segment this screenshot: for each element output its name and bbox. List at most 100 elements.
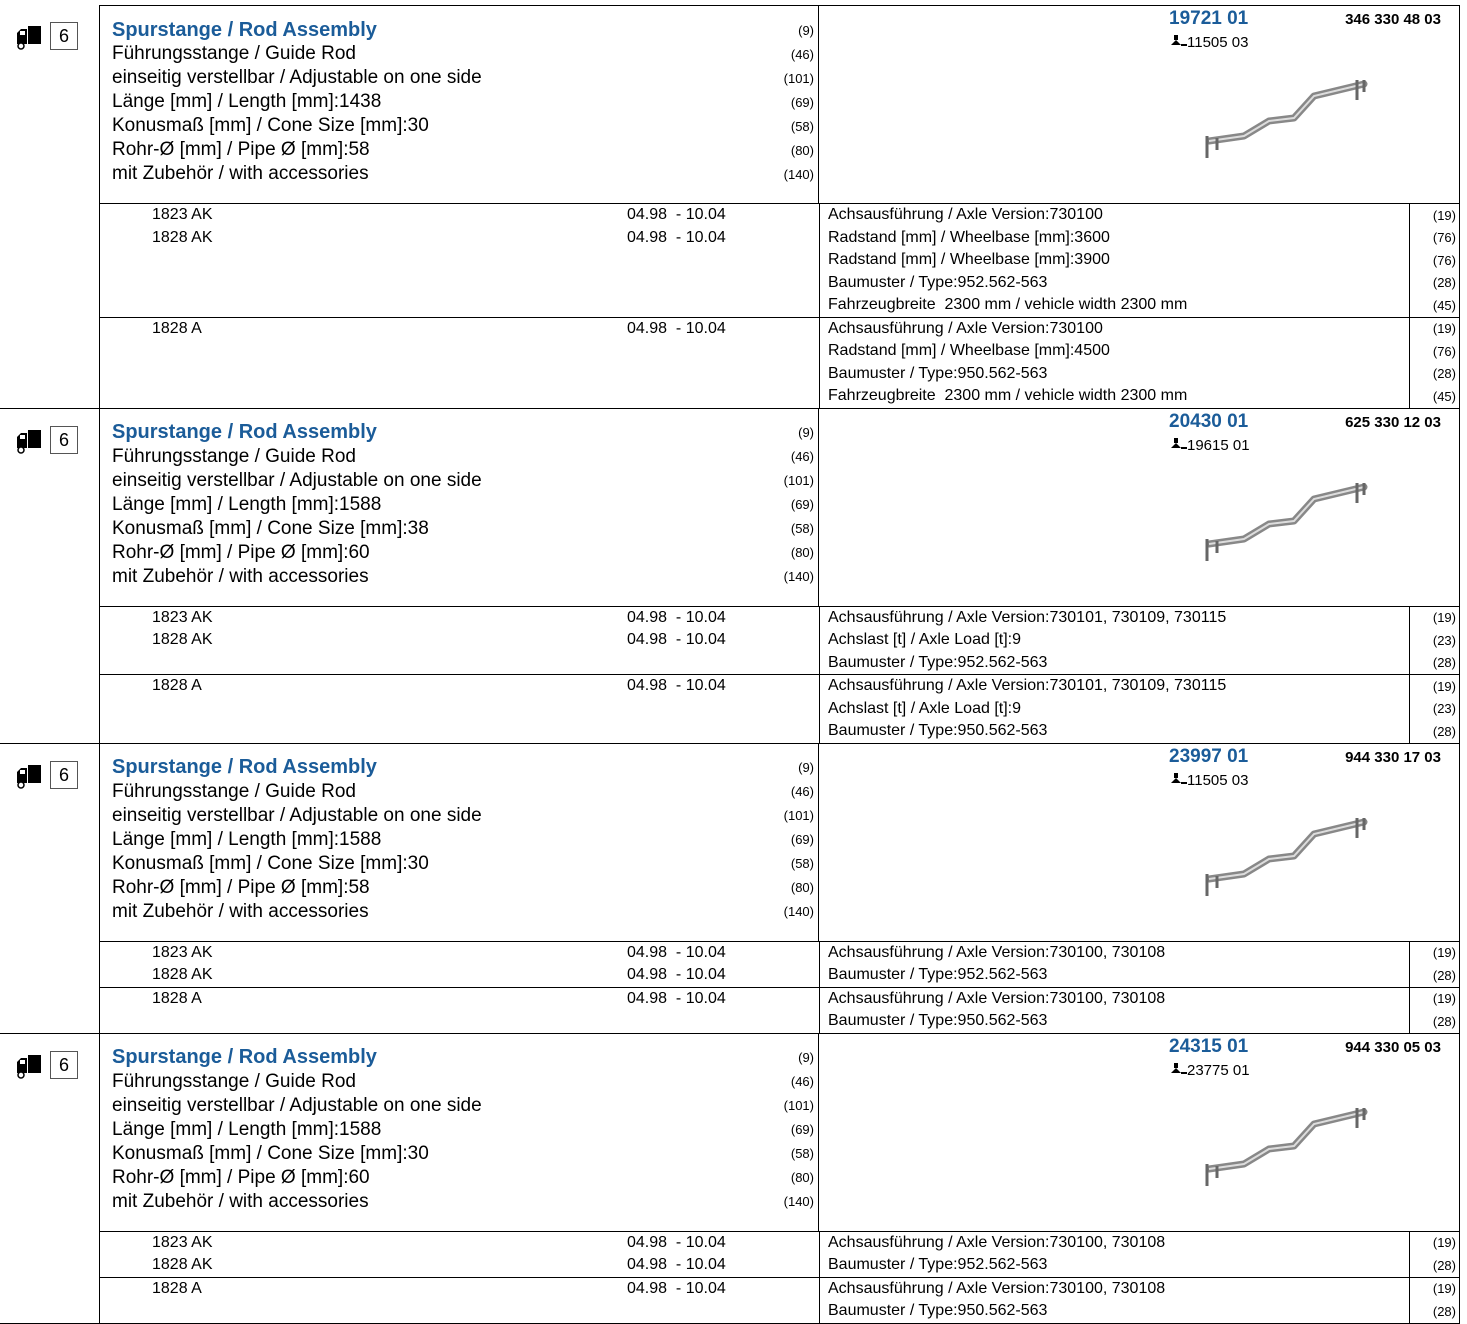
ref-code: (45) [1409, 294, 1459, 317]
replaces: 19615 01 [1171, 437, 1250, 454]
entry-side: 6 [0, 1033, 100, 1323]
note-text: Baumuster / Type:950.562-563 [828, 722, 1048, 740]
title-row: Spurstange / Rod Assembly (9) [100, 756, 818, 780]
ref-code: (140) [783, 569, 814, 584]
note-list: Achsausführung / Axle Version:730101, 73… [820, 606, 1459, 674]
note-row: Baumuster / Type:952.562-563 (28) [820, 964, 1459, 987]
vehicle-model: 1828 AK [152, 1256, 213, 1274]
spec-text: Konusmaß [mm] / Cone Size [mm]:30 [112, 1142, 429, 1164]
vehicle-dates: 04.98 - 10.04 [627, 206, 726, 224]
spec-text: Länge [mm] / Length [mm]:1588 [112, 1118, 382, 1140]
application-group: 1823 AK 04.98 - 10.04 1828 AK 04.98 - 10.04… [100, 1231, 1459, 1278]
note-row: Radstand [mm] / Wheelbase [mm]:3600 (76) [820, 226, 1459, 249]
catalog-entry: 6 Spurstange / Rod Assembly (9) Führungssta… [0, 743, 1460, 1034]
ref-code: (80) [790, 545, 814, 560]
ref-code: (69) [790, 832, 814, 847]
ref-code: (19) [1409, 1231, 1459, 1254]
spec-row: Führungsstange / Guide Rod (46) [100, 42, 818, 66]
ref-code: (45) [1409, 385, 1459, 408]
ref-code: (28) [1409, 1254, 1459, 1277]
application-group: 1828 A 04.98 - 10.04 Achsausführung / Axle… [100, 317, 1459, 408]
note-text: Baumuster / Type:952.562-563 [828, 653, 1048, 671]
vehicle-model: 1828 A [152, 989, 202, 1007]
note-text: Radstand [mm] / Wheelbase [mm]:3600 [828, 228, 1110, 246]
note-text: Achsausführung / Axle Version:730100, 73… [828, 943, 1166, 961]
entry-side: 6 [0, 408, 100, 743]
spec-text: Führungsstange / Guide Rod [112, 780, 356, 802]
ref-code: (140) [783, 166, 814, 182]
spec-text: mit Zubehör / with accessories [112, 900, 369, 922]
part-image [1199, 804, 1369, 919]
spec-text: mit Zubehör / with accessories [112, 1190, 369, 1212]
note-row: Radstand [mm] / Wheelbase [mm]:3900 (76) [820, 249, 1459, 272]
vehicle-dates: 04.98 - 10.04 [627, 943, 726, 961]
rod-drawing [1205, 817, 1368, 896]
vehicle-dates: 04.98 - 10.04 [627, 631, 726, 649]
spec-text: Länge [mm] / Length [mm]:1588 [112, 493, 382, 515]
rod-drawing [1205, 482, 1368, 561]
vehicle-dates: 04.98 - 10.04 [627, 319, 726, 337]
ref-code: (23) [1409, 629, 1459, 652]
vehicle-row: 1828 A 04.98 - 10.04 [100, 1278, 819, 1301]
rod-drawing [1205, 1107, 1368, 1186]
note-text: Radstand [mm] / Wheelbase [mm]:3900 [828, 251, 1110, 269]
ref-code: (9) [798, 760, 814, 775]
vehicle-row: 1823 AK 04.98 - 10.04 [100, 942, 819, 965]
ref-code: (80) [790, 142, 814, 158]
part-info: 19721 01 346 330 48 03 11505 03 [819, 6, 1459, 203]
vehicle-dates: 04.98 - 10.04 [627, 1233, 726, 1251]
vehicle-dates: 04.98 - 10.04 [627, 228, 726, 246]
note-row: Baumuster / Type:952.562-563 (28) [820, 651, 1459, 674]
entry-side: 6 [0, 743, 100, 1033]
ref-code: (58) [790, 1146, 814, 1161]
ref-code: (28) [1409, 1010, 1459, 1033]
note-row: Baumuster / Type:950.562-563 (28) [820, 1300, 1459, 1323]
ref-code: (19) [1409, 675, 1459, 698]
vehicle-list: 1823 AK 04.98 - 10.04 1828 AK 04.98 - 10.04 [100, 204, 820, 317]
ref-code: (19) [1409, 317, 1459, 340]
truck-icon [17, 26, 41, 50]
vehicle-dates: 04.98 - 10.04 [627, 1256, 726, 1274]
ref-code: (19) [1409, 1277, 1459, 1300]
spec-row: Rohr-Ø [mm] / Pipe Ø [mm]:58 (80) [100, 138, 818, 162]
vehicle-list: 1828 A 04.98 - 10.04 [100, 317, 820, 408]
ref-code: (69) [790, 1122, 814, 1137]
vehicle-model: 1823 AK [152, 1233, 213, 1251]
ref-code: (140) [783, 1194, 814, 1209]
vehicle-model: 1823 AK [152, 943, 213, 961]
oem-number: 346 330 48 03 [1345, 11, 1441, 28]
ref-code: (101) [783, 473, 814, 488]
entry-main: Spurstange / Rod Assembly (9) Führungsstan… [100, 1033, 1460, 1323]
description: Spurstange / Rod Assembly (9) Führungsstan… [100, 743, 819, 941]
spec-text: Konusmaß [mm] / Cone Size [mm]:30 [112, 852, 429, 874]
note-row: Baumuster / Type:952.562-563 (28) [820, 1254, 1459, 1277]
note-text: Achsausführung / Axle Version:730101, 73… [828, 677, 1227, 695]
note-row: Achsausführung / Axle Version:730100 (19) [820, 204, 1459, 227]
spec-text: mit Zubehör / with accessories [112, 565, 369, 587]
vehicle-list: 1828 A 04.98 - 10.04 [100, 987, 820, 1033]
application-group: 1828 A 04.98 - 10.04 Achsausführung / Axle… [100, 675, 1459, 743]
spec-row: einseitig verstellbar / Adjustable on on… [100, 1094, 818, 1118]
note-row: Baumuster / Type:950.562-563 (28) [820, 720, 1459, 743]
ref-code: (46) [790, 1074, 814, 1089]
replaces: 23775 01 [1171, 1062, 1250, 1079]
note-text: Achsausführung / Axle Version:730100, 73… [828, 989, 1166, 1007]
truck-icon [17, 1054, 41, 1079]
part-number: 20430 01 [1169, 410, 1249, 432]
ref-code: (28) [1409, 651, 1459, 674]
oem-number: 944 330 05 03 [1345, 1038, 1441, 1056]
note-text: Baumuster / Type:950.562-563 [828, 364, 1048, 382]
replace-number: 19615 01 [1187, 436, 1250, 454]
ref-code: (58) [790, 856, 814, 871]
part-image [1199, 469, 1369, 584]
note-row: Fahrzeugbreite 2300 mm / vehicle width 2… [820, 294, 1459, 317]
part-number: 24315 01 [1169, 1035, 1249, 1057]
entry-header: Spurstange / Rod Assembly (9) Führungsstan… [100, 743, 1459, 942]
replace-icon [1171, 772, 1187, 784]
note-row: Achsausführung / Axle Version:730100, 73… [820, 987, 1459, 1010]
replaces: 11505 03 [1171, 34, 1248, 51]
vehicle-row: 1828 AK 04.98 - 10.04 [100, 629, 819, 652]
vehicle-dates: 04.98 - 10.04 [627, 989, 726, 1007]
